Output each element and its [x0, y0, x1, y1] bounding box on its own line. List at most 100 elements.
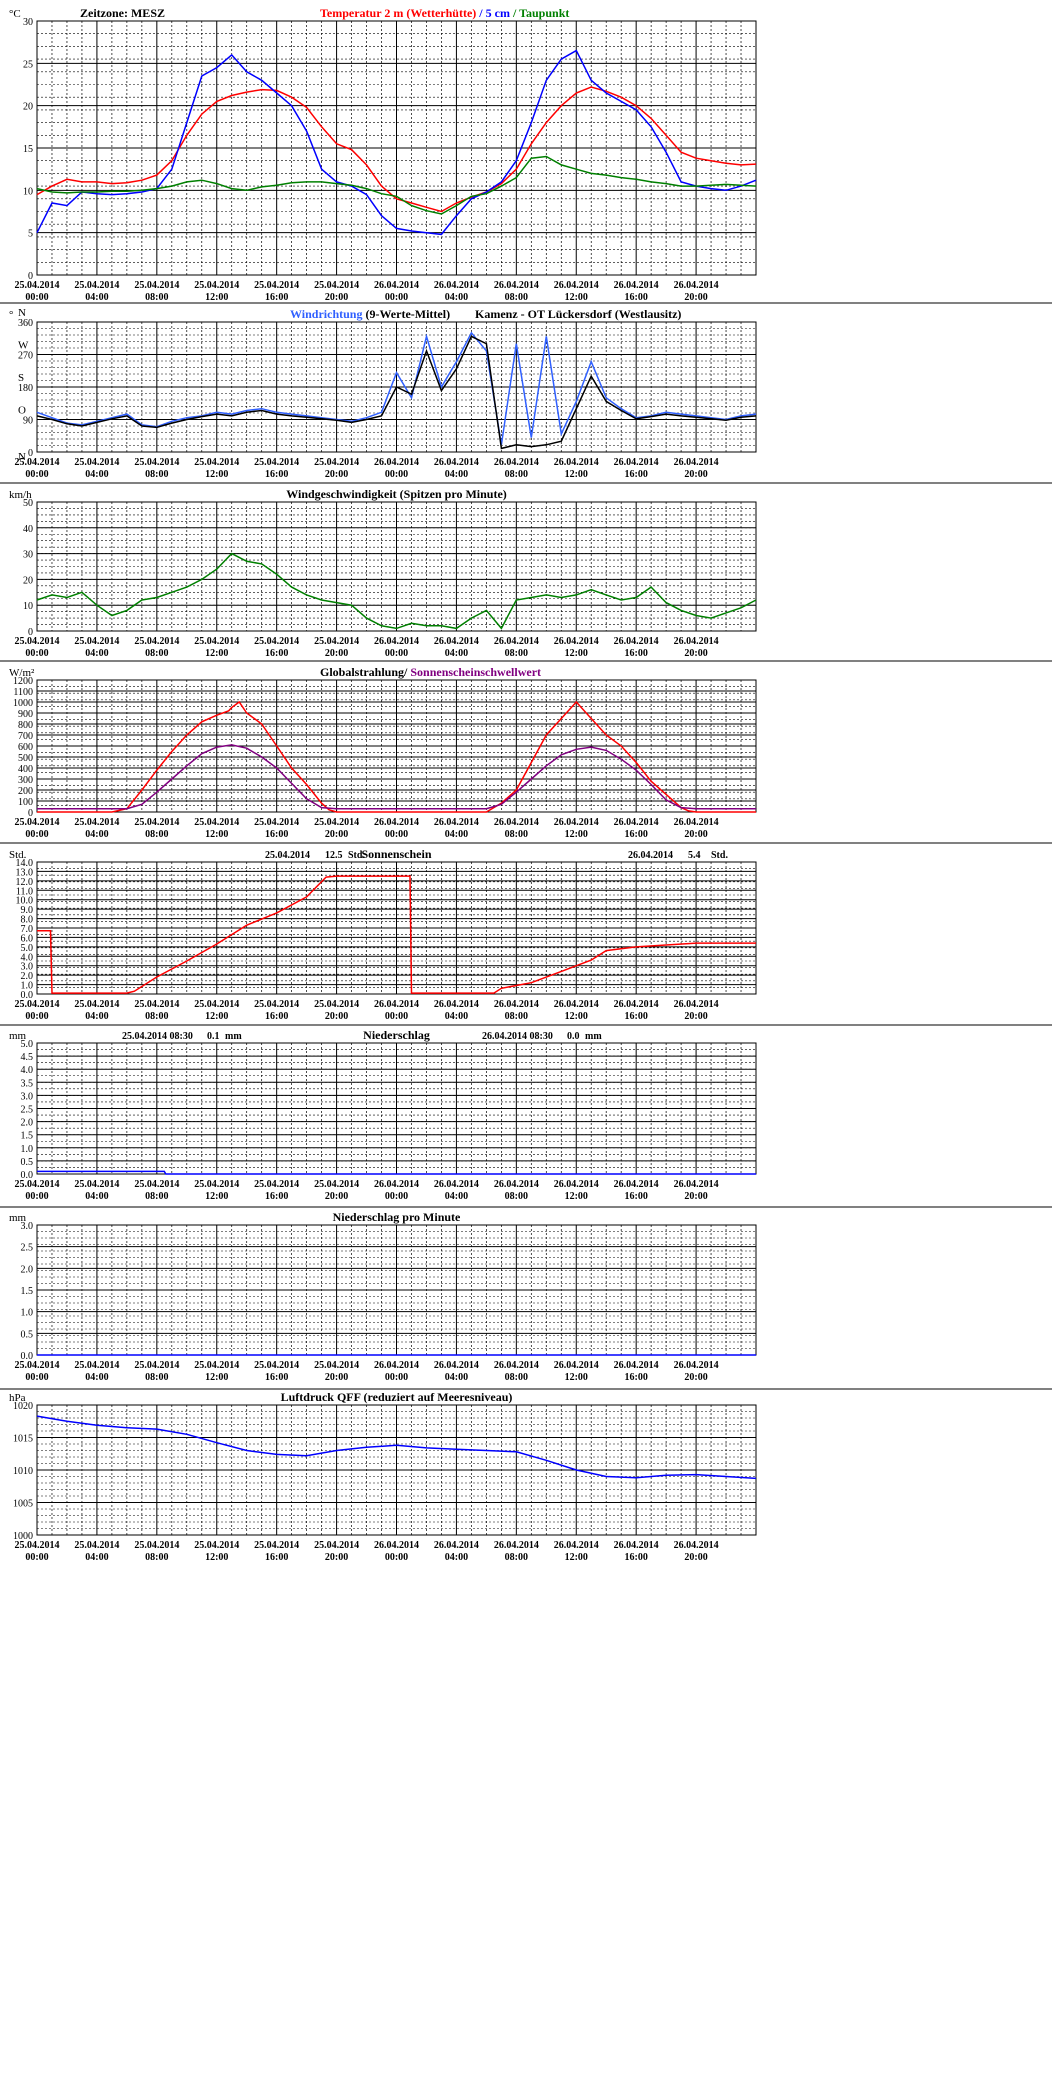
x-date-label: 25.04.2014 [74, 280, 119, 291]
x-date-label: 25.04.2014 [194, 280, 239, 291]
x-date-label: 26.04.2014 [674, 1540, 719, 1551]
timezone-label: Zeitzone: MESZ [80, 6, 165, 20]
y-tick-label: 1200 [13, 676, 33, 687]
y-tick-label: 20 [23, 102, 33, 113]
x-date-label: 25.04.2014 [194, 999, 239, 1010]
series-line-1 [37, 744, 756, 810]
x-date-label: 26.04.2014 [614, 636, 659, 647]
x-date-label: 26.04.2014 [434, 1360, 479, 1371]
x-date-label: 25.04.2014 [314, 280, 359, 291]
y-tick-label: 0 [28, 627, 33, 638]
annotation-value: 0.1 [207, 1031, 220, 1042]
y-tick-label: 5.0 [21, 1039, 34, 1050]
x-time-label: 20:00 [325, 469, 348, 480]
y-tick-label: 5.0 [21, 943, 34, 954]
x-date-label: 25.04.2014 [314, 817, 359, 828]
x-date-label: 26.04.2014 [674, 280, 719, 291]
annotation-value: 12.5 [325, 850, 343, 861]
precipitation-panel: 0.00.51.01.52.02.53.03.54.04.55.0mm Niede… [0, 1024, 1052, 1202]
x-time-label: 04:00 [445, 292, 468, 303]
x-date-label: 26.04.2014 [374, 280, 419, 291]
x-date-label: 26.04.2014 [674, 1360, 719, 1371]
y-tick-label: 0 [28, 271, 33, 282]
x-time-label: 00:00 [385, 1191, 408, 1202]
x-time-label: 16:00 [265, 1552, 288, 1563]
x-time-label: 12:00 [565, 1011, 588, 1022]
y-tick-label: 10 [23, 601, 33, 612]
y-tick-label: 14.0 [16, 858, 34, 869]
y-tick-label: 40 [23, 524, 33, 535]
series-line-0 [37, 1170, 756, 1175]
y-tick-label: 1.0 [21, 981, 34, 992]
x-time-label: 04:00 [445, 1372, 468, 1383]
x-date-label: 26.04.2014 [374, 457, 419, 468]
x-time-label: 16:00 [624, 1191, 647, 1202]
x-time-label: 04:00 [85, 1011, 108, 1022]
x-time-label: 12:00 [565, 829, 588, 840]
x-date-label: 26.04.2014 [614, 1179, 659, 1190]
y-tick-label: 1005 [13, 1499, 33, 1510]
x-date-label: 25.04.2014 [134, 457, 179, 468]
x-time-label: 04:00 [445, 1191, 468, 1202]
title-part: 5 cm [486, 6, 510, 20]
x-date-label: 26.04.2014 [494, 817, 539, 828]
y-tick-label: 20 [23, 575, 33, 586]
x-date-label: 25.04.2014 [194, 457, 239, 468]
x-time-label: 00:00 [25, 1552, 48, 1563]
y-tick-label: 100 [18, 797, 33, 808]
wind-direction-panel: 0 90 180 270 360 ° N O S W N Windrichtung (9-Werte-… [0, 302, 1052, 480]
x-date-label: 25.04.2014 [314, 457, 359, 468]
y-tick-label: 1.0 [21, 1144, 34, 1155]
x-date-label: 26.04.2014 [374, 1360, 419, 1371]
x-date-label: 26.04.2014 [434, 1179, 479, 1190]
x-date-label: 25.04.2014 [74, 999, 119, 1010]
x-date-label: 26.04.2014 [434, 636, 479, 647]
x-time-label: 04:00 [445, 1011, 468, 1022]
y-tick-label: 7.0 [21, 924, 34, 935]
title-part: / [476, 6, 485, 20]
x-date-label: 25.04.2014 [194, 817, 239, 828]
x-date-label: 25.04.2014 [254, 636, 299, 647]
y-tick-label: 3.0 [21, 962, 34, 973]
x-date-label: 26.04.2014 [554, 817, 599, 828]
chart-title: Windgeschwindigkeit (Spitzen pro Minute) [286, 487, 507, 501]
x-time-label: 04:00 [445, 648, 468, 659]
x-time-label: 12:00 [205, 829, 228, 840]
x-date-label: 25.04.2014 [254, 817, 299, 828]
y-tick-label: 4.0 [21, 952, 34, 963]
x-date-label: 25.04.2014 [134, 636, 179, 647]
x-time-label: 16:00 [624, 1552, 647, 1563]
x-time-label: 08:00 [505, 1372, 528, 1383]
x-date-label: 26.04.2014 [374, 999, 419, 1010]
y-tick-label: 700 [18, 731, 33, 742]
x-time-label: 04:00 [85, 469, 108, 480]
x-time-label: 00:00 [385, 469, 408, 480]
x-time-label: 12:00 [205, 469, 228, 480]
x-time-label: 12:00 [565, 1372, 588, 1383]
y-tick-label: 0.5 [21, 1157, 34, 1168]
y-tick-label: 400 [18, 764, 33, 775]
x-date-label: 25.04.2014 [314, 1540, 359, 1551]
x-time-label: 08:00 [145, 1011, 168, 1022]
y-tick-label: 360 [18, 318, 33, 329]
y-tick-label: 1000 [13, 1531, 33, 1542]
x-time-label: 16:00 [624, 829, 647, 840]
x-time-label: 08:00 [505, 648, 528, 659]
title-part: Taupunkt [519, 6, 569, 20]
x-date-label: 25.04.2014 [194, 1360, 239, 1371]
chart-title: Luftdruck QFF (reduziert auf Meeresnivea… [281, 1390, 513, 1404]
chart-title: Niederschlag pro Minute [333, 1210, 461, 1224]
y-tick-label: 5 [28, 229, 33, 240]
x-date-label: 25.04.2014 [314, 999, 359, 1010]
x-time-label: 20:00 [684, 469, 707, 480]
x-time-label: 12:00 [565, 1191, 588, 1202]
y-tick-label: 30 [23, 550, 33, 561]
annotation-value: 5.4 [688, 850, 701, 861]
unit-label: mm [9, 1212, 27, 1224]
x-time-label: 04:00 [85, 1372, 108, 1383]
x-time-label: 12:00 [565, 1552, 588, 1563]
unit-label: Std. [9, 849, 27, 861]
x-date-label: 25.04.2014 [74, 1360, 119, 1371]
x-time-label: 20:00 [325, 292, 348, 303]
